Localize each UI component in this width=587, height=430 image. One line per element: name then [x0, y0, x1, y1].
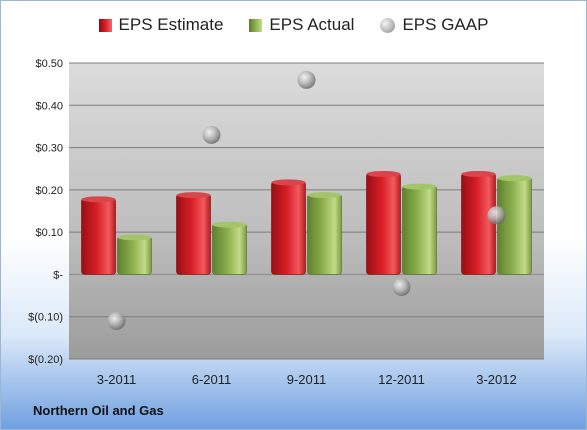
legend-swatch-estimate: [98, 18, 112, 32]
x-tick-label: 12-2011: [378, 372, 425, 387]
bar-eps-actual-cap: [307, 192, 342, 199]
bar-eps-actual-cap: [212, 221, 247, 228]
y-tick-label: $0.50: [35, 58, 63, 70]
legend-item-gaap: EPS GAAP: [380, 15, 488, 35]
point-eps-gaap: [392, 278, 411, 297]
bar-eps-actual-cap: [402, 183, 437, 190]
bar-eps-actual-cap: [497, 175, 532, 182]
bar-eps-estimate-cap: [461, 170, 496, 177]
legend-swatch-actual: [249, 18, 263, 32]
legend-label-actual: EPS Actual: [269, 15, 355, 34]
company-name: Northern Oil and Gas: [33, 403, 164, 418]
legend-item-estimate: EPS Estimate: [98, 15, 224, 35]
bar-eps-actual-cap: [117, 234, 152, 241]
bar-eps-estimate: [366, 172, 401, 275]
y-tick-label: $(0.20): [28, 354, 63, 366]
y-tick-label: $(0.10): [28, 312, 63, 324]
bar-eps-actual: [402, 185, 437, 275]
legend-item-actual: EPS Actual: [249, 15, 354, 35]
y-tick-label: $0.40: [35, 100, 63, 112]
y-tick-label: $0.30: [35, 143, 63, 155]
legend-label-estimate: EPS Estimate: [118, 15, 224, 34]
y-tick-label: $0.10: [35, 227, 63, 239]
bar-eps-estimate-cap: [81, 196, 116, 203]
bar-eps-estimate-cap: [271, 179, 306, 186]
point-eps-gaap: [297, 70, 316, 89]
x-tick-label: 6-2011: [192, 372, 232, 387]
bar-eps-actual: [117, 236, 152, 275]
x-tick-label: 3-2012: [476, 372, 516, 387]
x-tick-label: 3-2011: [97, 372, 137, 387]
legend-swatch-gaap: [380, 17, 396, 33]
y-tick-label: $-: [53, 269, 63, 281]
bar-eps-estimate-cap: [176, 192, 211, 199]
point-eps-gaap: [202, 125, 221, 144]
bar-eps-estimate: [271, 181, 306, 275]
bar-eps-estimate: [461, 172, 496, 275]
bar-eps-actual: [307, 193, 342, 275]
bar-eps-estimate: [176, 193, 211, 275]
legend: EPS Estimate EPS Actual EPS GAAP: [1, 15, 586, 35]
bar-eps-actual: [497, 176, 532, 275]
bar-eps-actual: [212, 223, 247, 275]
legend-label-gaap: EPS GAAP: [402, 15, 489, 34]
point-eps-gaap: [487, 206, 506, 225]
bar-eps-estimate-cap: [366, 170, 401, 177]
y-tick-label: $0.20: [35, 185, 63, 197]
point-eps-gaap: [107, 311, 126, 330]
x-tick-label: 9-2011: [287, 372, 327, 387]
bar-eps-estimate: [81, 198, 116, 275]
